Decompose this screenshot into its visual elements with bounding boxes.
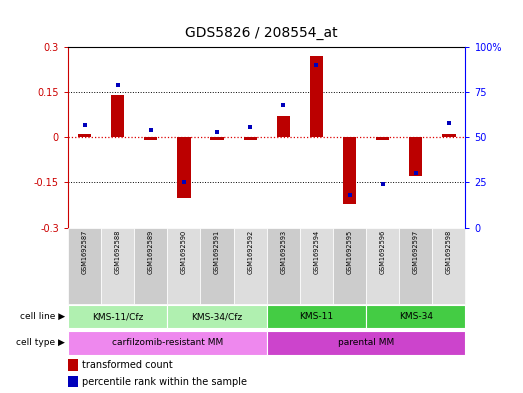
Bar — [244, 138, 257, 140]
Bar — [68, 305, 167, 329]
Bar — [210, 138, 224, 140]
Text: KMS-34/Cfz: KMS-34/Cfz — [191, 312, 243, 321]
Text: KMS-11/Cfz: KMS-11/Cfz — [92, 312, 143, 321]
Bar — [376, 138, 389, 140]
Bar — [144, 138, 157, 140]
Bar — [78, 134, 91, 138]
Bar — [267, 305, 366, 329]
Text: GSM1692587: GSM1692587 — [82, 230, 87, 274]
Point — [312, 62, 321, 68]
Bar — [167, 305, 267, 329]
Text: GDS5826 / 208554_at: GDS5826 / 208554_at — [185, 26, 338, 40]
Text: KMS-34: KMS-34 — [399, 312, 433, 321]
Bar — [267, 331, 465, 354]
Bar — [68, 376, 78, 387]
Bar — [68, 359, 78, 371]
Text: GSM1692589: GSM1692589 — [148, 230, 154, 274]
Text: GSM1692590: GSM1692590 — [181, 230, 187, 274]
Bar — [234, 228, 267, 303]
Point — [146, 127, 155, 133]
Bar — [300, 228, 333, 303]
Bar — [409, 138, 423, 176]
Point — [379, 181, 387, 187]
Bar — [442, 134, 456, 138]
Bar — [333, 228, 366, 303]
Bar — [177, 138, 190, 198]
Text: parental MM: parental MM — [338, 338, 394, 347]
Bar — [200, 228, 234, 303]
Bar — [310, 56, 323, 138]
Point — [279, 102, 288, 108]
Text: carfilzomib-resistant MM: carfilzomib-resistant MM — [112, 338, 223, 347]
Bar — [134, 228, 167, 303]
Point — [246, 123, 254, 130]
Bar — [366, 305, 465, 329]
Point — [113, 82, 122, 88]
Bar — [343, 138, 356, 204]
Text: GSM1692593: GSM1692593 — [280, 230, 286, 274]
Point — [213, 129, 221, 135]
Bar — [433, 228, 465, 303]
Bar — [68, 331, 267, 354]
Text: KMS-11: KMS-11 — [299, 312, 334, 321]
Bar — [101, 228, 134, 303]
Text: GSM1692591: GSM1692591 — [214, 230, 220, 274]
Bar — [167, 228, 200, 303]
Text: GSM1692598: GSM1692598 — [446, 230, 452, 274]
Text: GSM1692594: GSM1692594 — [313, 230, 320, 274]
Text: cell line ▶: cell line ▶ — [20, 312, 65, 321]
Bar — [267, 228, 300, 303]
Point — [180, 179, 188, 185]
Text: GSM1692592: GSM1692592 — [247, 230, 253, 274]
Text: cell type ▶: cell type ▶ — [17, 338, 65, 347]
Text: GSM1692596: GSM1692596 — [380, 230, 385, 274]
Point — [81, 121, 89, 128]
Point — [445, 120, 453, 126]
Point — [412, 170, 420, 176]
Bar — [399, 228, 433, 303]
Text: transformed count: transformed count — [82, 360, 173, 370]
Bar — [366, 228, 399, 303]
Bar — [111, 95, 124, 138]
Point — [345, 192, 354, 198]
Bar — [68, 228, 101, 303]
Text: GSM1692597: GSM1692597 — [413, 230, 419, 274]
Text: percentile rank within the sample: percentile rank within the sample — [82, 377, 247, 387]
Text: GSM1692588: GSM1692588 — [115, 230, 121, 274]
Text: GSM1692595: GSM1692595 — [347, 230, 353, 274]
Bar — [277, 116, 290, 138]
